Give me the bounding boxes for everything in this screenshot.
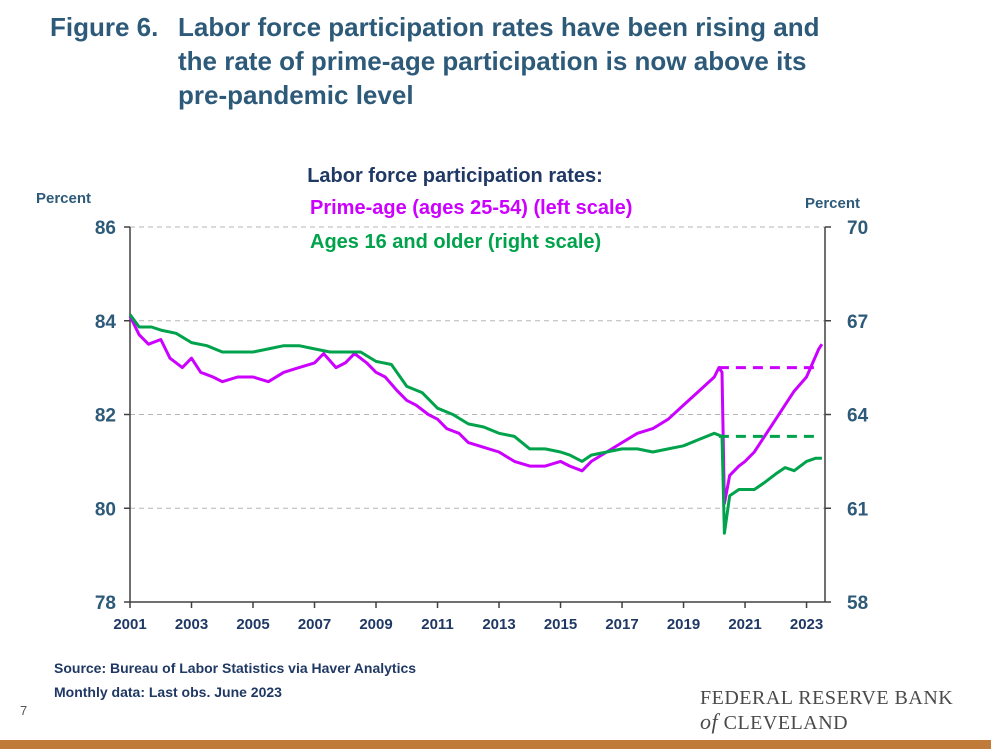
x-tick-label: 2017 (605, 616, 638, 633)
right-tick-label: 58 (847, 593, 868, 614)
source-note: Source: Bureau of Labor Statistics via H… (54, 660, 417, 676)
right-tick-label: 67 (847, 312, 868, 333)
series-line-ages-16 (128, 313, 822, 535)
left-axis-label: Percent (36, 190, 91, 207)
x-tick-label: 2011 (421, 616, 454, 633)
x-tick-label: 2015 (544, 616, 577, 633)
left-tick-label: 82 (95, 406, 116, 427)
grid-lines (130, 226, 825, 509)
legend-entry-ages-16: Ages 16 and older (right scale) (310, 231, 601, 253)
legend-entry-prime-age: Prime-age (ages 25-54) (left scale) (310, 197, 632, 219)
x-tick-label: 2019 (667, 616, 700, 633)
title-line-1: Labor force participation rates have bee… (178, 12, 820, 42)
slide-number: 7 (20, 703, 28, 718)
x-tick-label: 2021 (728, 616, 761, 633)
right-tick-label: 70 (847, 218, 868, 239)
bank-logo: FEDERAL RESERVE BANK of CLEVELAND (700, 686, 953, 735)
chart-heading: Labor force participation rates: (307, 165, 603, 187)
right-axis-label: Percent (805, 195, 860, 212)
bank-city: CLEVELAND (723, 712, 849, 734)
x-tick-label: 2005 (236, 616, 269, 633)
x-tick-label: 2023 (790, 616, 823, 633)
bank-of: of (700, 709, 719, 734)
x-tick-label: 2009 (359, 616, 392, 633)
title-line-3: pre-pandemic level (178, 80, 414, 110)
page-title: Figure 6. Labor force participation rates… (50, 10, 950, 112)
bank-name-line: FEDERAL RESERVE BANK (700, 687, 954, 709)
right-tick-label: 61 (847, 499, 869, 520)
participation-chart: 86 84 82 80 78 70 67 64 61 58 2001 2003 2005 2007 2009… (36, 165, 869, 633)
series-layer (128, 313, 824, 535)
x-tick-label: 2007 (298, 616, 331, 633)
axes: 86 84 82 80 78 70 67 64 61 58 2001 2003 2005 2007 2009… (95, 218, 869, 633)
series-line-prime-age (128, 315, 824, 506)
bottom-accent-bar (0, 740, 991, 749)
left-tick-label: 86 (95, 218, 116, 239)
title-line-2: the rate of prime-age participation is n… (178, 46, 807, 76)
data-note: Monthly data: Last obs. June 2023 (54, 684, 282, 700)
x-tick-label: 2001 (113, 616, 146, 633)
right-tick-label: 64 (847, 406, 869, 427)
x-tick-label: 2003 (175, 616, 208, 633)
left-tick-label: 80 (95, 499, 116, 520)
left-tick-label: 84 (95, 312, 117, 333)
x-tick-label: 2013 (482, 616, 515, 633)
left-tick-label: 78 (95, 593, 116, 614)
figure-number: Figure 6. (50, 12, 159, 42)
